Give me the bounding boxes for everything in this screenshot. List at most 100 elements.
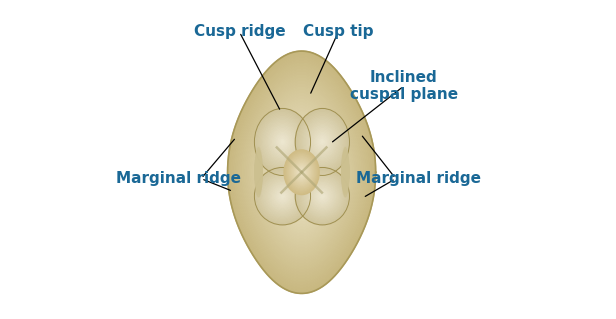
Ellipse shape [276, 189, 290, 203]
Polygon shape [254, 93, 350, 251]
Ellipse shape [284, 150, 319, 195]
Ellipse shape [267, 180, 298, 212]
Ellipse shape [291, 159, 312, 186]
Polygon shape [244, 78, 359, 266]
Ellipse shape [261, 174, 304, 218]
Ellipse shape [255, 162, 262, 182]
Ellipse shape [312, 130, 332, 154]
Ellipse shape [267, 123, 298, 161]
Ellipse shape [342, 152, 349, 192]
Ellipse shape [256, 169, 309, 224]
Ellipse shape [320, 194, 325, 198]
Polygon shape [242, 75, 361, 269]
Ellipse shape [315, 133, 330, 151]
Ellipse shape [312, 186, 332, 206]
Ellipse shape [299, 171, 346, 221]
Ellipse shape [294, 162, 309, 182]
Ellipse shape [268, 181, 297, 211]
Ellipse shape [255, 158, 262, 187]
Polygon shape [250, 87, 354, 257]
Ellipse shape [255, 165, 262, 180]
Ellipse shape [290, 157, 314, 188]
Ellipse shape [296, 166, 307, 179]
Polygon shape [257, 100, 346, 245]
Polygon shape [296, 163, 307, 181]
Ellipse shape [314, 131, 331, 153]
Ellipse shape [307, 180, 338, 212]
Ellipse shape [316, 189, 329, 203]
Ellipse shape [275, 188, 290, 204]
Ellipse shape [309, 182, 335, 210]
Ellipse shape [316, 134, 329, 150]
Polygon shape [287, 148, 317, 197]
Ellipse shape [270, 183, 295, 209]
Ellipse shape [280, 194, 285, 198]
Text: Cusp tip: Cusp tip [303, 24, 373, 40]
Ellipse shape [255, 167, 262, 177]
Ellipse shape [303, 175, 342, 217]
Ellipse shape [296, 169, 349, 224]
Ellipse shape [270, 127, 295, 157]
Ellipse shape [319, 193, 326, 200]
Ellipse shape [296, 165, 308, 180]
Polygon shape [227, 51, 376, 293]
Ellipse shape [269, 182, 296, 210]
Polygon shape [265, 112, 339, 233]
Ellipse shape [264, 178, 301, 215]
Ellipse shape [255, 152, 262, 192]
Ellipse shape [306, 179, 339, 213]
Ellipse shape [298, 167, 306, 178]
Ellipse shape [342, 165, 349, 180]
Polygon shape [298, 166, 306, 178]
Ellipse shape [254, 108, 310, 175]
Ellipse shape [262, 175, 302, 217]
Polygon shape [261, 106, 342, 239]
Polygon shape [274, 127, 330, 218]
Ellipse shape [288, 154, 315, 190]
Ellipse shape [301, 173, 344, 219]
Polygon shape [291, 154, 313, 190]
Ellipse shape [274, 131, 291, 153]
Polygon shape [263, 109, 341, 236]
Text: Marginal ridge: Marginal ridge [116, 171, 241, 186]
Ellipse shape [318, 192, 326, 201]
Text: Inclined
cuspal plane: Inclined cuspal plane [350, 70, 458, 102]
Ellipse shape [288, 155, 315, 189]
Ellipse shape [255, 160, 262, 185]
Ellipse shape [260, 173, 305, 219]
Polygon shape [238, 69, 365, 275]
Ellipse shape [300, 170, 303, 174]
Ellipse shape [275, 133, 290, 151]
Polygon shape [235, 63, 368, 281]
Ellipse shape [264, 177, 302, 216]
Ellipse shape [295, 108, 349, 175]
Ellipse shape [280, 139, 285, 145]
Ellipse shape [292, 160, 311, 184]
Polygon shape [237, 66, 367, 278]
Ellipse shape [305, 178, 339, 215]
Ellipse shape [259, 172, 306, 220]
Ellipse shape [301, 115, 344, 169]
Polygon shape [270, 121, 333, 224]
Polygon shape [294, 160, 309, 184]
Ellipse shape [261, 116, 304, 167]
Ellipse shape [312, 185, 333, 208]
Polygon shape [280, 136, 324, 209]
Ellipse shape [312, 129, 333, 155]
Polygon shape [276, 130, 328, 215]
Ellipse shape [277, 135, 288, 149]
Ellipse shape [307, 123, 338, 161]
Ellipse shape [342, 170, 349, 175]
Ellipse shape [279, 193, 286, 200]
Ellipse shape [276, 134, 290, 150]
Ellipse shape [290, 158, 313, 187]
Ellipse shape [259, 114, 306, 170]
Ellipse shape [318, 137, 326, 147]
Ellipse shape [342, 167, 349, 177]
Ellipse shape [299, 172, 345, 220]
Ellipse shape [299, 114, 345, 170]
Ellipse shape [298, 170, 347, 223]
Ellipse shape [320, 139, 325, 145]
Polygon shape [248, 85, 355, 260]
Ellipse shape [272, 130, 293, 154]
